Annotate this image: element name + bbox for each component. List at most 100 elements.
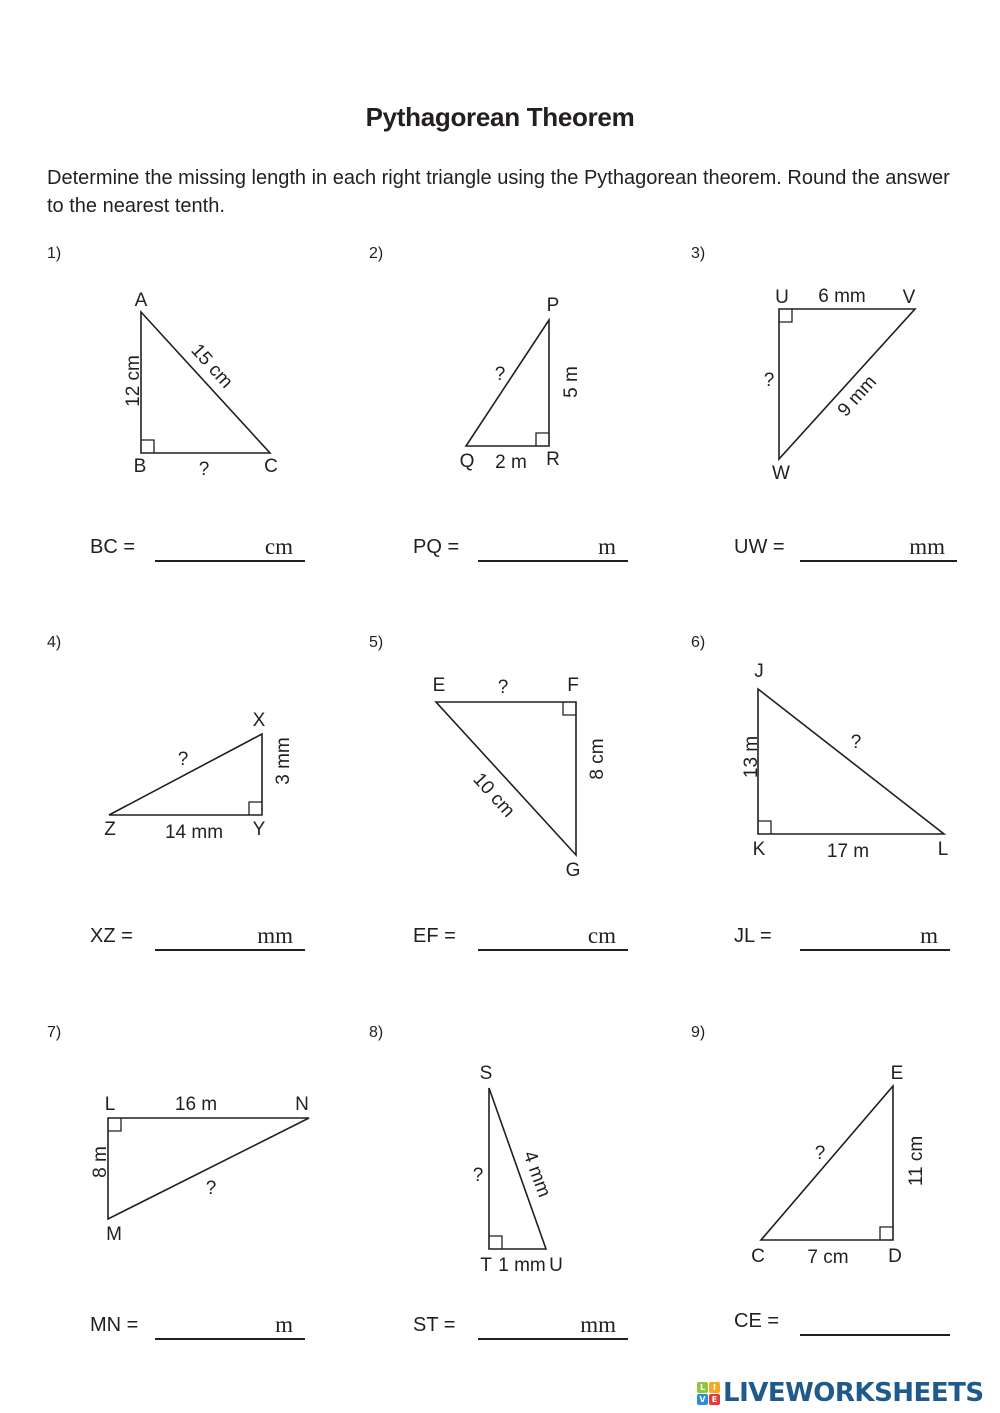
side-length-label: 1 mm (498, 1255, 546, 1276)
vertex-label: B (134, 456, 147, 477)
right-triangle (759, 1083, 894, 1241)
right-angle-marker (779, 309, 793, 323)
problem-number: 6) (691, 634, 705, 651)
problem-number: 2) (369, 245, 383, 262)
vertex-label: T (480, 1255, 492, 1276)
problem-4: 4) X Z Y? 3 mm 14 mm (47, 634, 294, 843)
answer-input[interactable] (478, 925, 628, 951)
side-length-label: 7 cm (807, 1247, 848, 1268)
side-length-label: 9 mm (834, 372, 881, 421)
answer-label: XZ = (90, 925, 133, 947)
problem-5: 5) E F G? 8 cm 10 cm (369, 634, 608, 881)
right-triangle (757, 687, 947, 835)
side-length-label: 14 mm (165, 822, 223, 843)
right-triangle (778, 308, 917, 462)
answer-label: CE = (734, 1310, 780, 1332)
problem-number: 7) (47, 1024, 61, 1041)
vertex-label: L (938, 839, 949, 860)
problem-number: 1) (47, 245, 61, 262)
side-length-label: ? (764, 370, 775, 391)
answer-label: PQ = (413, 536, 460, 558)
right-angle-marker (879, 1226, 893, 1240)
right-angle-marker (562, 702, 576, 716)
vertex-label: F (567, 675, 579, 696)
side-length-label: 15 cm (187, 340, 237, 393)
answer-input[interactable] (800, 1310, 950, 1336)
answer-label: EF = (413, 925, 456, 947)
vertex-label: N (295, 1094, 309, 1115)
right-angle-marker (108, 1118, 122, 1132)
problem-8: 8) S T U? 4 mm 1 mm (369, 1024, 563, 1276)
side-length-label: 13 m (741, 736, 762, 778)
vertex-label: E (891, 1063, 904, 1084)
problem-2: 2) P Q R? 5 m 2 m (369, 245, 582, 473)
vertex-label: D (888, 1246, 902, 1267)
answer-input[interactable] (478, 536, 628, 562)
right-angle-marker (758, 820, 772, 834)
side-length-label: 12 cm (123, 355, 144, 407)
vertex-label: V (903, 287, 916, 308)
right-triangle (434, 701, 577, 858)
right-angle-marker (248, 801, 262, 815)
side-length-label: ? (495, 364, 506, 385)
problem-number: 3) (691, 245, 705, 262)
side-length-label: ? (851, 732, 862, 753)
liveworksheets-logo: L I V E LIVEWORKSHEETS (697, 1378, 984, 1408)
vertex-label: L (105, 1094, 116, 1115)
vertex-label: Y (253, 819, 266, 840)
vertex-label: S (480, 1063, 493, 1084)
vertex-label: X (253, 710, 266, 731)
side-length-label: 8 m (90, 1146, 111, 1178)
vertex-label: A (135, 290, 148, 311)
vertex-label: M (106, 1224, 122, 1245)
answer-input[interactable] (155, 536, 305, 562)
answer-label: UW = (734, 536, 785, 558)
right-triangle (488, 1087, 548, 1250)
side-length-label: 17 m (827, 841, 869, 862)
vertex-label: K (753, 839, 766, 860)
vertex-label: U (549, 1255, 563, 1276)
right-angle-marker (535, 432, 549, 446)
side-length-label: 16 m (175, 1094, 217, 1115)
side-length-label: 11 cm (906, 1136, 927, 1186)
right-angle-marker (141, 439, 155, 453)
side-length-label: ? (815, 1143, 826, 1164)
answer-input[interactable] (800, 536, 957, 562)
problem-6: 6) J K L 13 m ? 17 m (691, 634, 948, 862)
answer-input[interactable] (155, 925, 305, 951)
answer-label: JL = (734, 925, 772, 947)
side-length-label: ? (206, 1178, 217, 1199)
problem-3: 3) U V W 6 mm? 9 mm (691, 245, 917, 484)
answer-input[interactable] (155, 1314, 305, 1340)
answer-label: MN = (90, 1314, 139, 1336)
vertex-label: U (775, 287, 789, 308)
problem-7: 7) L N M 16 m 8 m? (47, 1024, 310, 1245)
vertex-label: G (566, 860, 581, 881)
side-length-label: ? (498, 677, 509, 698)
problem-number: 4) (47, 634, 61, 651)
answer-label: BC = (90, 536, 136, 558)
answer-input[interactable] (800, 925, 950, 951)
side-length-label: ? (178, 749, 189, 770)
problem-1: 1) A B C 12 cm 15 cm? (47, 245, 278, 480)
right-triangle (464, 317, 550, 447)
side-length-label: ? (199, 459, 210, 480)
problem-number: 9) (691, 1024, 705, 1041)
vertex-label: W (772, 463, 790, 484)
side-length-label: 6 mm (818, 286, 866, 307)
side-length-label: 2 m (495, 452, 527, 473)
instructions: Determine the missing length in each rig… (47, 167, 950, 217)
right-triangle (107, 1117, 310, 1221)
right-triangle (140, 309, 272, 454)
vertex-label: R (546, 449, 560, 470)
problem-9: 9) E C D? 11 cm 7 cm (691, 1024, 927, 1268)
page-title: Pythagorean Theorem (365, 102, 635, 132)
answer-input[interactable] (478, 1314, 628, 1340)
side-length-label: 4 mm (519, 1148, 555, 1200)
vertex-label: C (751, 1246, 765, 1267)
vertex-label: Z (104, 819, 116, 840)
problem-number: 8) (369, 1024, 383, 1041)
vertex-label: Q (460, 451, 475, 472)
vertex-label: J (754, 661, 764, 682)
